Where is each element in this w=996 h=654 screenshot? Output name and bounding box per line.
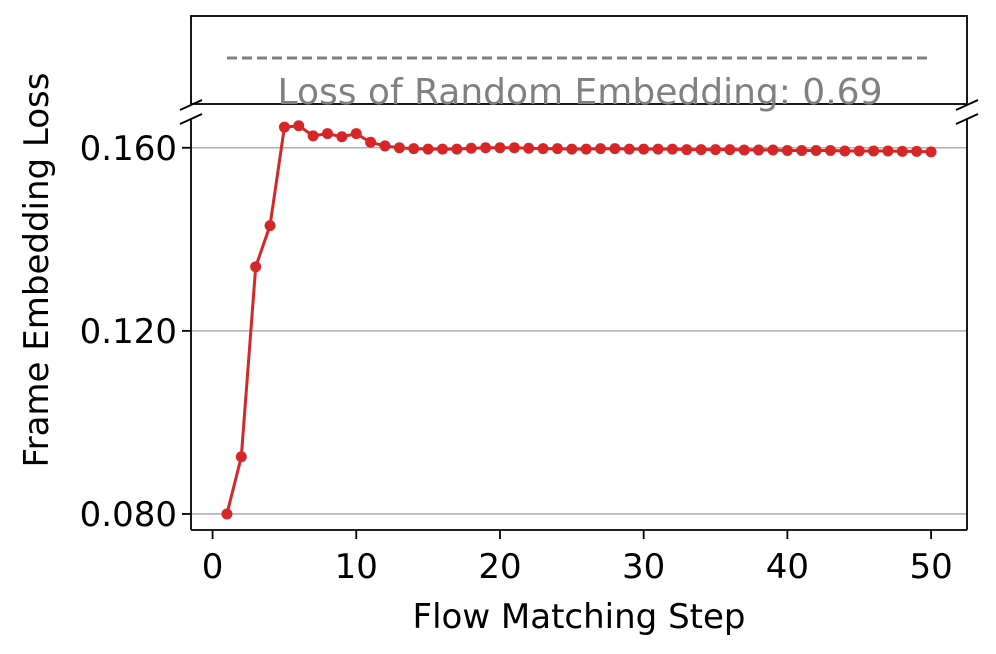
- y-axis-label: Frame Embedding Loss: [17, 73, 57, 468]
- data-point: [638, 143, 650, 155]
- x-tick-label: 10: [335, 547, 378, 587]
- data-point: [767, 144, 779, 156]
- upper-panel-frame: [190, 15, 968, 105]
- data-point: [250, 261, 262, 273]
- x-tick-label: 20: [478, 547, 521, 587]
- data-point: [925, 146, 937, 158]
- x-tick-label: 50: [909, 547, 952, 587]
- data-point: [824, 145, 836, 157]
- grid-lines: [191, 146, 967, 515]
- y-tick-label: 0.160: [80, 129, 177, 169]
- data-point: [609, 143, 621, 155]
- data-point: [695, 144, 707, 156]
- data-point: [278, 121, 290, 133]
- data-point: [595, 143, 607, 155]
- data-point: [868, 145, 880, 157]
- data-point: [422, 143, 434, 155]
- data-point: [537, 143, 549, 155]
- data-point: [264, 220, 276, 232]
- data-point: [293, 120, 305, 132]
- data-point: [738, 144, 750, 156]
- data-point: [523, 142, 535, 154]
- data-point: [753, 144, 765, 156]
- data-point: [681, 144, 693, 156]
- data-point: [350, 128, 362, 140]
- data-point: [882, 145, 894, 157]
- data-point: [365, 136, 377, 148]
- data-point: [781, 145, 793, 157]
- x-tick-label: 30: [622, 547, 665, 587]
- data-point: [494, 142, 506, 154]
- data-point: [322, 128, 334, 140]
- data-point: [465, 142, 477, 154]
- data-point: [796, 145, 808, 157]
- x-tick-label: 0: [202, 547, 224, 587]
- reference-label: Loss of Random Embedding: 0.69: [278, 72, 883, 113]
- data-point: [710, 144, 722, 156]
- data-point: [551, 143, 563, 155]
- data-point: [480, 142, 492, 154]
- data-point: [393, 142, 405, 154]
- data-point: [451, 143, 463, 155]
- y-tick-label: 0.080: [80, 495, 177, 535]
- x-axis-label: Flow Matching Step: [413, 597, 746, 637]
- data-point: [853, 145, 865, 157]
- data-point: [580, 143, 592, 155]
- x-axis-ticks: 0 10 20 30 40 50: [202, 530, 953, 587]
- data-point: [623, 143, 635, 155]
- x-tick-label: 40: [766, 547, 809, 587]
- data-point: [666, 143, 678, 155]
- data-point: [566, 143, 578, 155]
- data-point: [307, 130, 319, 142]
- data-point: [839, 145, 851, 157]
- data-point: [911, 145, 923, 157]
- data-point: [436, 143, 448, 155]
- data-point: [235, 451, 247, 463]
- data-point: [896, 145, 908, 157]
- data-point: [724, 144, 736, 156]
- data-point: [379, 140, 391, 152]
- data-point: [508, 142, 520, 154]
- data-point: [652, 143, 664, 155]
- y-tick-label: 0.120: [80, 312, 177, 352]
- data-point: [221, 508, 233, 520]
- y-axis-ticks: 0.080 0.120 0.160: [80, 129, 191, 535]
- series-line: [225, 124, 932, 515]
- data-point: [336, 131, 348, 143]
- data-series: [221, 120, 937, 520]
- data-point: [408, 143, 420, 155]
- data-point: [810, 145, 822, 157]
